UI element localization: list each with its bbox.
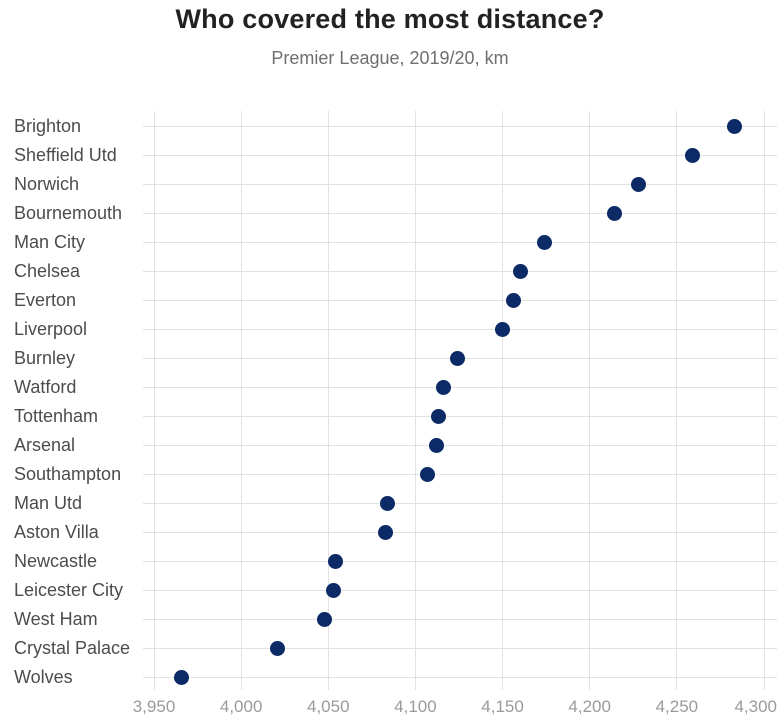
data-point <box>726 118 742 134</box>
row-gridline <box>143 154 777 156</box>
x-gridline <box>327 111 329 690</box>
data-point <box>685 147 701 163</box>
y-axis-label: Arsenal <box>14 434 76 455</box>
x-axis-tick-label: 4,000 <box>219 697 263 716</box>
row-gridline <box>143 183 777 185</box>
y-axis-label: Norwich <box>14 173 80 194</box>
x-gridline <box>676 111 678 690</box>
y-axis-label: Newcastle <box>14 550 98 571</box>
data-point <box>505 292 521 308</box>
y-axis-label: Man City <box>14 231 86 252</box>
data-point <box>420 466 436 482</box>
y-axis-label: Southampton <box>14 463 122 484</box>
y-axis-label: Wolves <box>14 666 73 687</box>
x-axis-tick-label: 3,950 <box>132 697 176 716</box>
x-gridline <box>502 111 504 690</box>
row-gridline <box>143 328 777 330</box>
row-gridline <box>143 676 777 678</box>
y-axis-label: Watford <box>14 376 77 397</box>
y-axis-label: Brighton <box>14 115 82 136</box>
row-gridline <box>143 618 777 620</box>
x-axis-tick-label: 4,100 <box>394 697 437 716</box>
row-gridline <box>143 589 777 591</box>
x-gridline <box>589 111 591 690</box>
y-axis-label: Leicester City <box>14 579 124 600</box>
x-axis-tick-label: 4,250 <box>655 697 699 716</box>
data-point <box>378 524 394 540</box>
data-point <box>495 321 511 337</box>
data-point <box>430 408 446 424</box>
chart-subtitle: Premier League, 2019/20, km <box>271 48 509 68</box>
data-point <box>512 263 528 279</box>
x-axis-tick-label: 4,050 <box>307 697 350 716</box>
x-gridline <box>240 111 242 690</box>
x-gridline <box>153 111 155 690</box>
data-point <box>317 611 333 627</box>
y-axis-label: Tottenham <box>14 405 99 426</box>
row-gridline <box>143 647 777 649</box>
data-point <box>326 582 341 598</box>
data-point <box>270 640 286 656</box>
row-gridline <box>143 386 777 388</box>
row-gridline <box>143 502 777 504</box>
y-axis-label: Bournemouth <box>14 202 123 223</box>
chart-title: Who covered the most distance? <box>175 4 605 34</box>
data-point <box>606 205 622 221</box>
row-gridline <box>143 125 777 127</box>
x-axis-tick-label: 4,150 <box>481 697 524 716</box>
y-axis-label: West Ham <box>14 608 98 629</box>
data-point <box>449 350 465 366</box>
y-axis-label: Everton <box>14 289 77 310</box>
y-axis-label: Chelsea <box>14 260 81 281</box>
data-point <box>380 495 396 511</box>
row-gridline <box>143 415 777 417</box>
data-point <box>428 437 444 453</box>
data-point <box>631 176 646 192</box>
y-axis-label: Burnley <box>14 347 76 368</box>
y-axis-label: Aston Villa <box>14 521 99 542</box>
row-gridline <box>143 531 777 533</box>
row-gridline <box>143 241 777 243</box>
y-axis-label: Sheffield Utd <box>14 144 117 165</box>
data-point <box>536 234 552 250</box>
y-axis-label: Liverpool <box>14 318 88 339</box>
row-gridline <box>143 473 777 475</box>
x-axis-tick-label: 4,300 <box>734 697 777 716</box>
data-point <box>327 553 343 569</box>
x-gridline <box>414 111 416 690</box>
row-gridline <box>143 299 777 301</box>
y-axis-label: Man Utd <box>14 492 83 513</box>
y-axis-label: Crystal Palace <box>14 637 131 658</box>
x-axis-tick-label: 4,200 <box>568 697 611 716</box>
data-point <box>174 669 190 685</box>
data-point <box>435 379 451 395</box>
row-gridline <box>143 270 777 272</box>
x-gridline <box>763 111 765 690</box>
row-gridline <box>143 212 777 214</box>
row-gridline <box>143 444 777 446</box>
row-gridline <box>143 560 777 562</box>
